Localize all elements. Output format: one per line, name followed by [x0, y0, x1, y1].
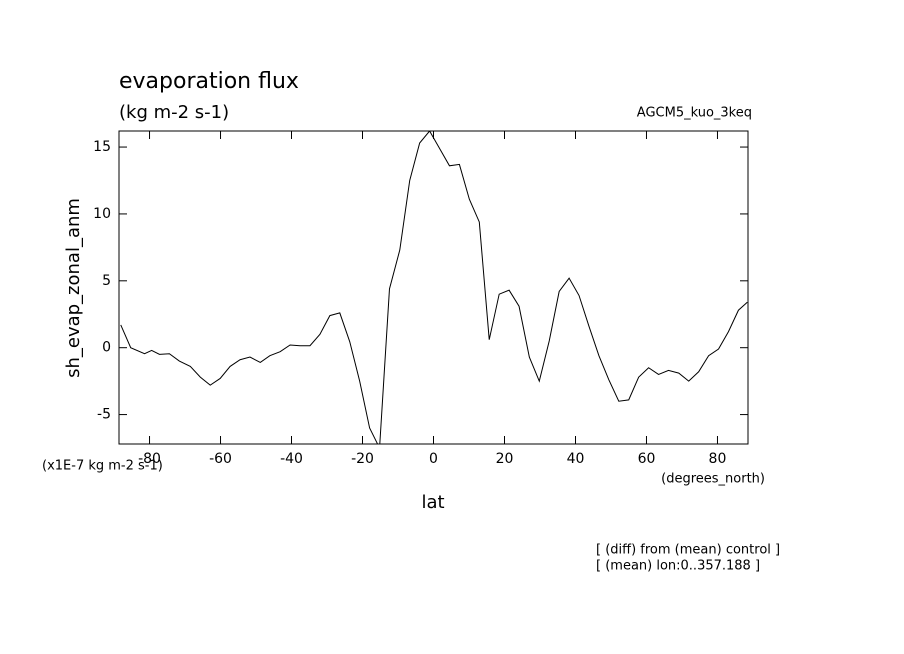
chart-subtitle: (kg m-2 s-1)	[119, 102, 229, 123]
y-units: (x1E-7 kg m-2 s-1)	[42, 459, 163, 474]
x-tick-label: 40	[567, 451, 585, 467]
chart-title: evaporation flux	[119, 69, 299, 94]
x-tick-label: 80	[709, 451, 727, 467]
x-tick-label: -40	[280, 451, 303, 467]
x-tick-label: -20	[351, 451, 374, 467]
x-tick-label: 60	[638, 451, 656, 467]
y-tick-label: -5	[97, 407, 111, 423]
y-tick-label: 10	[93, 206, 111, 222]
y-tick-label: 0	[102, 340, 111, 356]
x-tick-label: -80	[138, 451, 161, 467]
x-axis-label: lat	[421, 492, 444, 513]
x-tick-label: -60	[209, 451, 232, 467]
data-line	[120, 131, 748, 444]
y-axis-label: sh_evap_zonal_anm	[63, 198, 84, 378]
y-tick-label: 5	[102, 273, 111, 289]
experiment-label: AGCM5_kuo_3keq	[637, 106, 752, 121]
note: [ (diff) from (mean) control ]	[596, 543, 780, 558]
y-tick-label: 15	[93, 139, 111, 155]
x-units: (degrees_north)	[661, 472, 765, 487]
note: [ (mean) lon:0..357.188 ]	[596, 559, 760, 574]
x-tick-label: 20	[496, 451, 514, 467]
plot-frame	[118, 130, 749, 445]
x-tick-label: 0	[429, 451, 438, 467]
